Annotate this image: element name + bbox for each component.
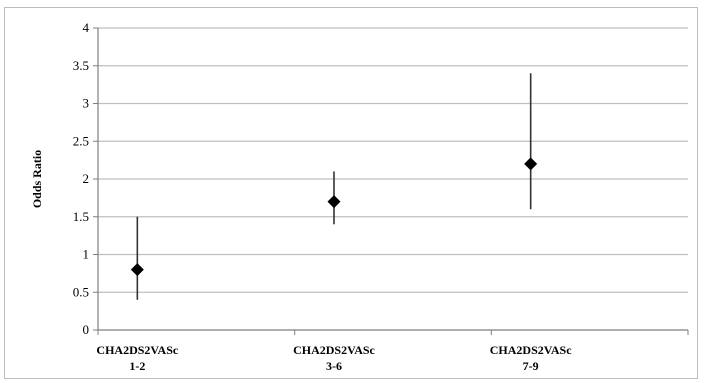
y-axis-title: Odds Ratio <box>30 150 44 208</box>
y-tick-label: 0 <box>83 322 90 337</box>
x-category-label-line2: 3-6 <box>326 359 342 373</box>
x-category-label: CHA2DS2VASc 7-9 <box>490 343 572 373</box>
x-category-label-line2: 1-2 <box>129 359 145 373</box>
x-category-labels: CHA2DS2VASc 1-2 CHA2DS2VASc 3-6 CHA2DS2VASc 7… <box>96 343 572 373</box>
x-category-label-line2: 7-9 <box>523 359 539 373</box>
y-tick-labels: 0 0.5 1 1.5 2 2.5 3 3.5 4 <box>73 20 90 337</box>
y-tick-label: 3 <box>83 96 90 111</box>
grid-lines <box>98 27 688 293</box>
y-tick-label: 2.5 <box>73 133 89 148</box>
y-tick-label: 0.5 <box>73 284 89 299</box>
x-category-label: CHA2DS2VASc 3-6 <box>293 343 375 373</box>
y-tick-label: 3.5 <box>73 58 89 73</box>
y-tick-label: 1.5 <box>73 209 89 224</box>
chart-frame <box>4 7 698 379</box>
x-category-label-line1: CHA2DS2VASc <box>96 343 178 357</box>
axes <box>93 27 689 335</box>
x-category-label: CHA2DS2VASc 1-2 <box>96 343 178 373</box>
data-point-diamond <box>130 263 144 277</box>
y-tick-label: 2 <box>83 171 90 186</box>
data-point-diamond <box>327 195 341 209</box>
data-point-diamond <box>524 157 538 171</box>
y-tick-label: 4 <box>83 20 90 35</box>
data-markers <box>130 157 538 277</box>
x-category-label-line1: CHA2DS2VASc <box>490 343 572 357</box>
error-bars <box>136 73 532 300</box>
x-category-label-line1: CHA2DS2VASc <box>293 343 375 357</box>
y-tick-label: 1 <box>83 247 90 262</box>
